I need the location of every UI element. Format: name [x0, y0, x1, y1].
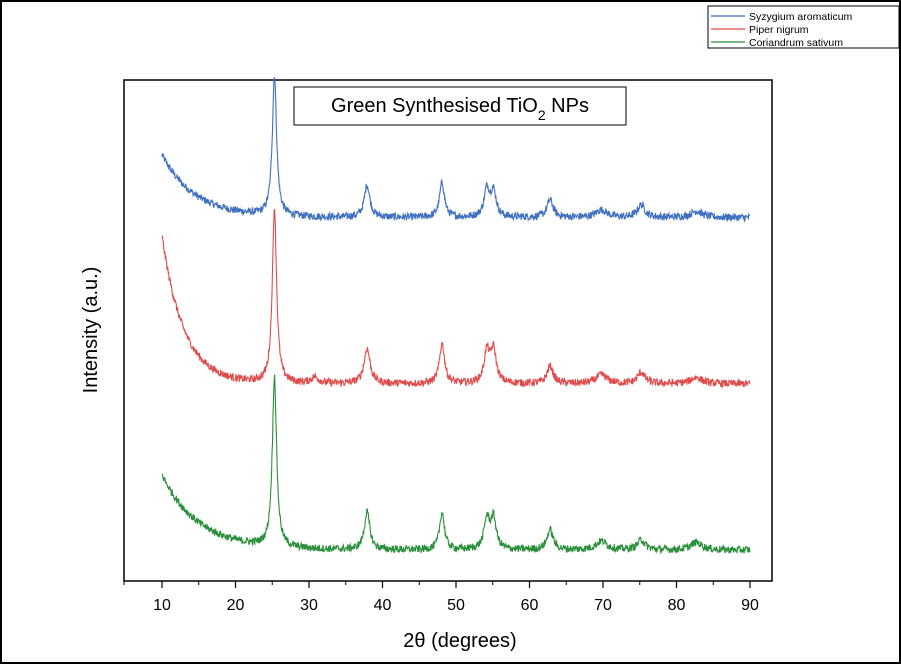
series-line-piper-nigrum [161, 208, 751, 389]
chart-title-suffix: NPs [546, 95, 589, 117]
title-box [293, 86, 627, 126]
y-axis-label: Intensity (a.u.) [80, 267, 102, 394]
x-tick-label: 50 [447, 597, 465, 614]
x-tick-label: 20 [227, 597, 245, 614]
legend-label: Piper nigrum [749, 24, 809, 36]
plot-area [123, 79, 773, 582]
x-tick-label: 30 [300, 597, 318, 614]
chart-title-subscript: 2 [538, 107, 546, 123]
series-line-coriandrum-sativum [161, 374, 751, 555]
series-line-syzygium-aromaticum [161, 77, 750, 223]
x-tick-label: 90 [741, 597, 759, 614]
x-tick-label: 60 [521, 597, 539, 614]
x-axis-ticks: 10 20 30 40 50 60 70 80 90 [123, 581, 759, 614]
chart-title-main: Green Synthesised TiO [331, 95, 538, 117]
x-tick-label: 10 [153, 597, 171, 614]
legend-box [707, 5, 899, 49]
x-tick-label: 40 [374, 597, 392, 614]
chart-title: Green Synthesised TiO2 NPs [331, 95, 589, 123]
x-axis-label: 2θ (degrees) [403, 630, 516, 652]
legend-label: Syzygium aromaticum [749, 11, 853, 23]
x-tick-label: 70 [594, 597, 612, 614]
x-tick-label: 80 [668, 597, 686, 614]
series-lines [161, 77, 751, 555]
legend-label: Coriandrum sativum [749, 37, 843, 49]
